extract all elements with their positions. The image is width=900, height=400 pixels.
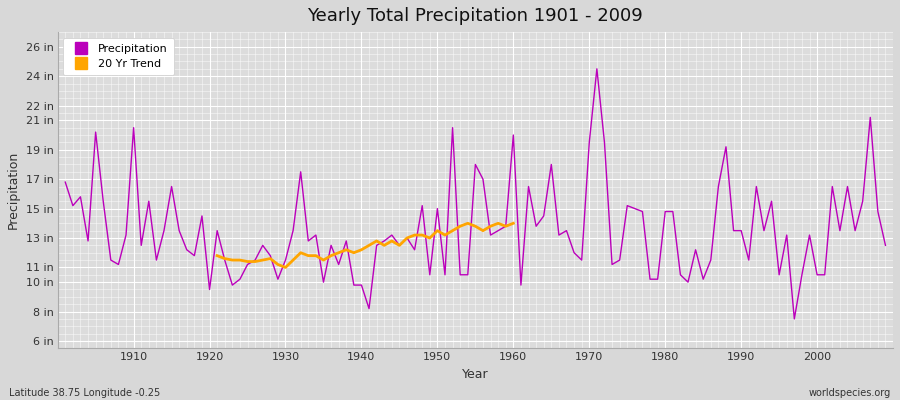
- 20 Yr Trend: [478, 228, 489, 233]
- 20 Yr Trend: [333, 250, 344, 255]
- Title: Yearly Total Precipitation 1901 - 2009: Yearly Total Precipitation 1901 - 2009: [308, 7, 644, 25]
- Precipitation: [288, 228, 299, 233]
- 20 Yr Trend: [273, 262, 284, 267]
- Precipitation: [880, 243, 891, 248]
- Text: Latitude 38.75 Longitude -0.25: Latitude 38.75 Longitude -0.25: [9, 388, 160, 398]
- 20 Yr Trend: [463, 221, 473, 226]
- 20 Yr Trend: [318, 258, 328, 262]
- 20 Yr Trend: [371, 238, 382, 243]
- 20 Yr Trend: [295, 250, 306, 255]
- 20 Yr Trend: [227, 258, 238, 262]
- Precipitation: [607, 262, 617, 267]
- 20 Yr Trend: [386, 238, 397, 243]
- 20 Yr Trend: [249, 259, 260, 264]
- 20 Yr Trend: [356, 247, 367, 252]
- 20 Yr Trend: [280, 265, 291, 270]
- 20 Yr Trend: [417, 233, 428, 238]
- 20 Yr Trend: [410, 233, 420, 238]
- Precipitation: [60, 180, 71, 184]
- 20 Yr Trend: [485, 224, 496, 229]
- Y-axis label: Precipitation: Precipitation: [7, 151, 20, 229]
- Line: 20 Yr Trend: 20 Yr Trend: [217, 223, 513, 268]
- 20 Yr Trend: [257, 258, 268, 262]
- 20 Yr Trend: [212, 253, 222, 258]
- 20 Yr Trend: [454, 224, 465, 229]
- 20 Yr Trend: [303, 253, 314, 258]
- Precipitation: [591, 66, 602, 71]
- 20 Yr Trend: [242, 259, 253, 264]
- Precipitation: [500, 224, 511, 229]
- 20 Yr Trend: [447, 228, 458, 233]
- 20 Yr Trend: [439, 233, 450, 238]
- 20 Yr Trend: [235, 258, 246, 262]
- 20 Yr Trend: [220, 256, 230, 261]
- 20 Yr Trend: [394, 243, 405, 248]
- 20 Yr Trend: [288, 258, 299, 262]
- 20 Yr Trend: [310, 253, 321, 258]
- 20 Yr Trend: [379, 243, 390, 248]
- 20 Yr Trend: [508, 221, 518, 226]
- X-axis label: Year: Year: [462, 368, 489, 381]
- 20 Yr Trend: [470, 224, 481, 229]
- 20 Yr Trend: [326, 253, 337, 258]
- Line: Precipitation: Precipitation: [66, 69, 886, 319]
- Precipitation: [121, 233, 131, 238]
- Legend: Precipitation, 20 Yr Trend: Precipitation, 20 Yr Trend: [63, 38, 174, 75]
- Precipitation: [508, 133, 518, 138]
- 20 Yr Trend: [401, 236, 412, 240]
- 20 Yr Trend: [492, 221, 503, 226]
- 20 Yr Trend: [500, 224, 511, 229]
- 20 Yr Trend: [432, 228, 443, 233]
- 20 Yr Trend: [265, 256, 275, 261]
- Precipitation: [789, 316, 800, 321]
- 20 Yr Trend: [341, 247, 352, 252]
- 20 Yr Trend: [348, 250, 359, 255]
- 20 Yr Trend: [364, 243, 374, 248]
- 20 Yr Trend: [425, 236, 436, 240]
- Precipitation: [333, 262, 344, 267]
- Text: worldspecies.org: worldspecies.org: [809, 388, 891, 398]
